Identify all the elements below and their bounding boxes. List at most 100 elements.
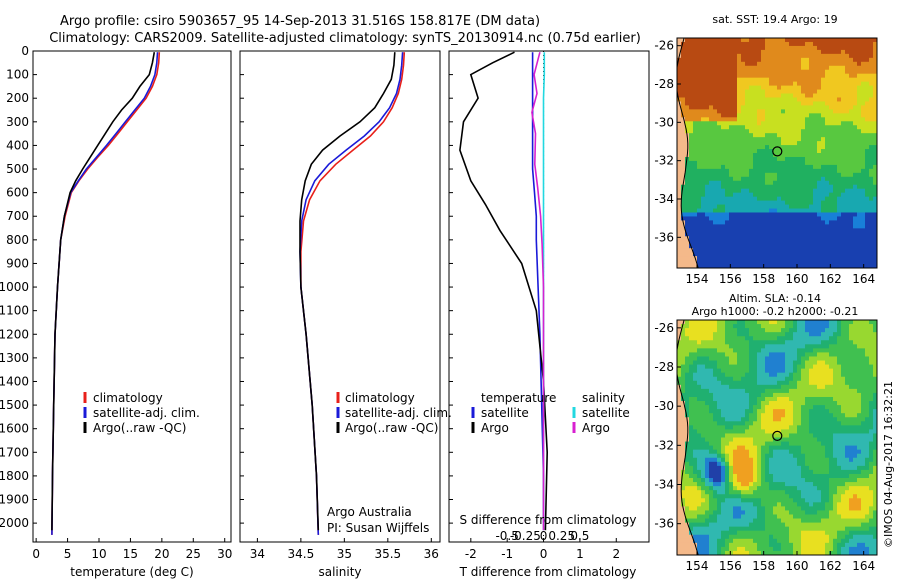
sst-cell xyxy=(797,57,802,63)
sst-cell xyxy=(697,77,702,83)
sla-cell xyxy=(717,550,722,555)
sst-cell xyxy=(737,176,742,182)
sla-cell xyxy=(737,352,742,357)
sst-cell xyxy=(857,117,862,122)
depth-tick-label: 400 xyxy=(6,138,29,152)
sst-cell xyxy=(825,164,830,170)
sla-cell xyxy=(741,421,746,426)
sst-cell xyxy=(733,117,738,122)
sst-cell xyxy=(701,240,706,245)
sst-cell xyxy=(789,125,794,130)
sst-cell xyxy=(745,45,750,51)
sst-cell xyxy=(717,168,722,174)
sla-cell xyxy=(761,469,766,475)
sla-cell xyxy=(725,478,730,483)
sla-cell xyxy=(681,457,686,463)
sst-cell xyxy=(797,260,802,265)
sla-cell xyxy=(705,518,710,523)
sst-cell xyxy=(753,45,758,51)
sla-cell xyxy=(745,522,750,528)
sst-cell xyxy=(809,141,814,146)
sst-cell xyxy=(753,73,758,79)
sst-cell xyxy=(701,49,706,55)
sla-cell xyxy=(785,324,790,329)
sla-cell xyxy=(677,352,682,357)
sla-cell xyxy=(761,348,766,353)
sst-cell xyxy=(833,180,838,186)
sst-cell xyxy=(737,256,742,261)
sst-cell xyxy=(853,244,858,249)
sla-cell xyxy=(749,413,754,418)
sla-cell xyxy=(749,328,754,333)
sst-cell xyxy=(785,129,790,134)
sst-cell xyxy=(757,97,762,102)
sla-cell xyxy=(793,510,798,515)
sst-cell xyxy=(737,192,742,198)
sst-cell xyxy=(689,113,694,118)
sla-cell xyxy=(793,518,798,523)
sst-cell xyxy=(689,200,694,205)
sst-cell xyxy=(761,153,766,158)
sla-cell xyxy=(769,510,774,515)
sst-cell xyxy=(685,73,690,79)
sla-cell xyxy=(729,449,734,455)
sst-cell xyxy=(869,149,874,154)
sst-cell xyxy=(741,81,746,86)
sst-cell xyxy=(721,121,726,126)
sla-cell xyxy=(769,384,774,390)
sla-cell xyxy=(709,482,714,487)
sst-cell xyxy=(729,121,734,126)
sst-cell xyxy=(873,252,877,257)
sst-cell xyxy=(741,97,746,102)
sst-cell xyxy=(729,93,734,98)
sst-cell xyxy=(713,133,718,138)
sst-cell xyxy=(745,57,750,63)
sst-cell xyxy=(797,248,802,253)
salinity-plot-frame xyxy=(239,50,441,543)
sst-cell xyxy=(841,168,846,174)
sla-cell xyxy=(689,328,694,333)
sla-cell xyxy=(753,380,758,386)
sla-cell xyxy=(733,340,738,345)
sst-cell xyxy=(737,224,742,229)
sla-cell xyxy=(697,478,702,483)
sst-cell xyxy=(841,204,846,209)
sst-cell xyxy=(785,200,790,205)
sla-cell xyxy=(753,445,758,451)
sst-cell xyxy=(693,105,698,110)
sst-cell xyxy=(721,156,726,162)
sst-cell xyxy=(853,180,858,186)
sla-cell xyxy=(745,360,750,365)
sla-cell xyxy=(757,506,762,511)
sst-cell xyxy=(681,240,686,245)
sst-cell xyxy=(721,77,726,83)
sla-cell xyxy=(773,421,778,426)
sla-cell xyxy=(761,478,766,483)
sla-cell xyxy=(805,388,810,394)
sst-cell xyxy=(813,252,818,257)
sla-cell xyxy=(749,550,754,555)
sla-cell xyxy=(689,538,694,544)
sla-cell xyxy=(733,368,738,374)
sst-cell xyxy=(745,208,750,213)
sst-cell xyxy=(769,176,774,182)
sst-cell xyxy=(693,69,698,75)
sla-cell xyxy=(773,522,778,528)
sla-cell xyxy=(709,494,714,499)
sla-cell xyxy=(717,352,722,357)
sla-cell xyxy=(721,429,726,434)
sst-cell xyxy=(737,164,742,170)
sst-cell xyxy=(753,172,758,178)
sla-cell xyxy=(761,542,766,548)
sst-cell xyxy=(709,109,714,114)
sla-cell xyxy=(717,482,722,487)
sst-cell xyxy=(717,248,722,253)
sst-cell xyxy=(689,61,694,67)
sst-cell xyxy=(721,200,726,205)
sla-cell xyxy=(721,409,726,414)
sst-cell xyxy=(837,53,842,59)
sst-cell xyxy=(685,200,690,205)
sst-cell xyxy=(685,164,690,170)
sla-cell xyxy=(781,449,786,455)
sst-cell xyxy=(741,38,746,43)
